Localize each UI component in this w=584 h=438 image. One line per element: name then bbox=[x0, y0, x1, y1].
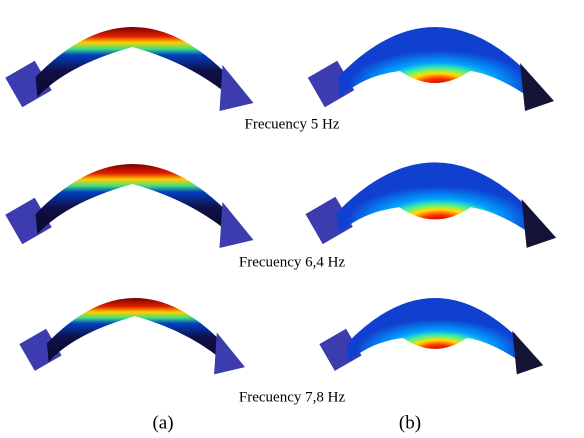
mode-image bbox=[5, 27, 253, 111]
mode-image bbox=[5, 164, 253, 248]
column-label: (a) bbox=[152, 412, 173, 433]
mode-image bbox=[319, 298, 543, 374]
mode-image bbox=[305, 162, 556, 248]
caption: Frecuency 7,8 Hz bbox=[239, 389, 346, 405]
mode-image bbox=[19, 298, 245, 374]
caption: Frecuency 6,4 Hz bbox=[239, 254, 346, 270]
column-label: (b) bbox=[399, 412, 421, 433]
caption: Frecuency 5 Hz bbox=[245, 116, 340, 132]
figure: Frecuency 5 Hz Frecuency 6,4 Hz Frecuenc… bbox=[0, 0, 584, 438]
mode-image bbox=[308, 27, 554, 111]
